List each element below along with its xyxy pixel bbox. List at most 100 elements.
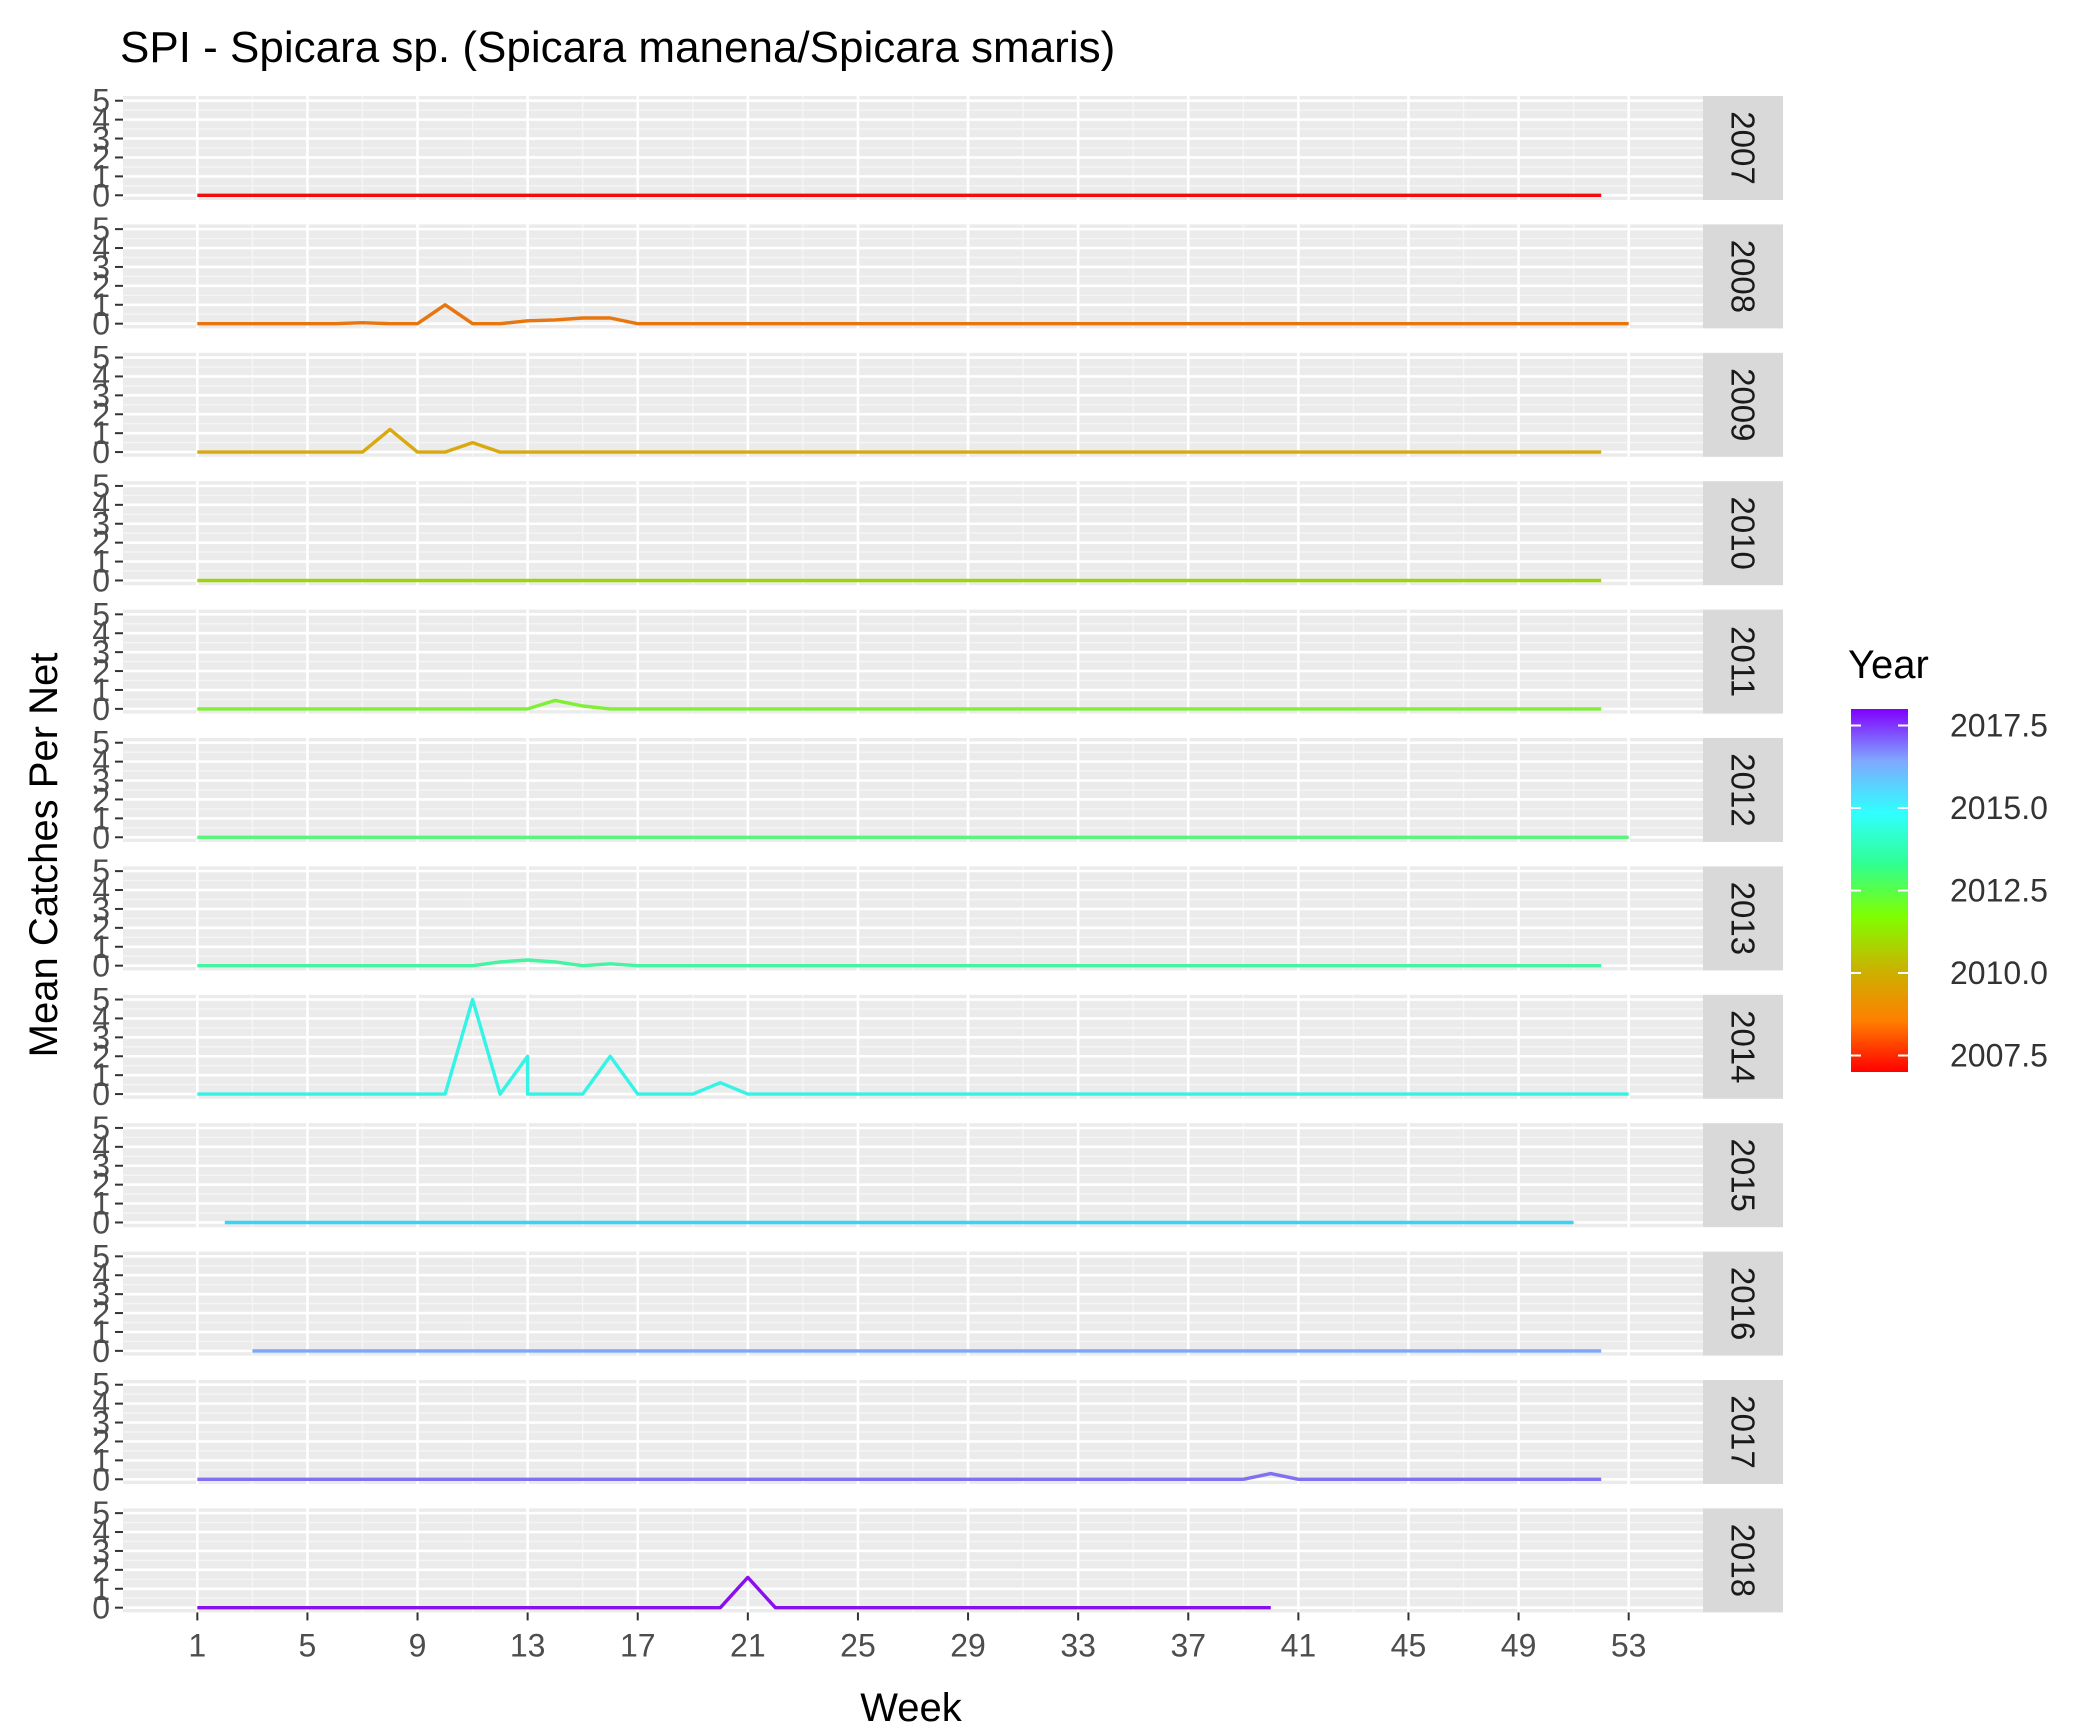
facet-strip	[1703, 224, 1783, 329]
facet-strip	[1703, 352, 1783, 457]
y-tick-label: 0	[92, 691, 110, 727]
facet-strip	[1703, 866, 1783, 971]
y-tick-label: 3	[92, 891, 110, 927]
y-tick-label: 4	[92, 744, 110, 780]
y-tick-label: 5	[92, 982, 110, 1018]
y-tick-label: 3	[92, 249, 110, 285]
y-tick-label: 4	[92, 615, 110, 651]
legend-tick-label: 2007.5	[1950, 1038, 2048, 1074]
facet-strip-label: 2007	[1725, 111, 1762, 184]
facet-strip	[1703, 1380, 1783, 1484]
y-tick-label: 0	[92, 562, 110, 598]
y-tick-label: 5	[92, 468, 110, 504]
x-tick-label: 33	[1060, 1627, 1096, 1663]
facet-strip	[1703, 481, 1783, 586]
series-line-2014	[197, 997, 1629, 1096]
legend-title: Year	[1848, 643, 1929, 687]
y-tick-label: 1	[92, 929, 110, 965]
y-tick-label: 4	[92, 872, 110, 908]
x-tick-label: 41	[1281, 1627, 1317, 1663]
x-tick-label: 45	[1391, 1627, 1427, 1663]
y-tick-label: 0	[92, 1333, 110, 1369]
y-tick-label: 2	[92, 268, 110, 304]
series-line-2017	[197, 1471, 1602, 1482]
y-tick-label: 3	[92, 1148, 110, 1184]
y-tick-label: 5	[92, 596, 110, 632]
facet-strip	[1703, 1508, 1783, 1613]
y-tick-label: 0	[92, 819, 110, 855]
y-tick-label: 4	[92, 1257, 110, 1293]
legend-tick-label: 2012.5	[1950, 873, 2048, 909]
facet-strip-label: 2018	[1725, 1524, 1762, 1597]
y-tick-label: 2	[92, 1295, 110, 1331]
x-tick-label: 9	[409, 1627, 427, 1663]
x-tick-label: 29	[950, 1627, 986, 1663]
y-tick-label: 4	[92, 487, 110, 523]
facet-strip-label: 2011	[1725, 626, 1762, 697]
x-tick-label: 1	[188, 1627, 206, 1663]
y-tick-label: 0	[92, 434, 110, 470]
y-tick-label: 3	[92, 1533, 110, 1569]
facet-strip	[1703, 96, 1783, 200]
y-tick-label: 2	[92, 1423, 110, 1459]
y-tick-label: 5	[92, 1238, 110, 1274]
y-tick-label: 2	[92, 1167, 110, 1203]
y-tick-label: 5	[92, 340, 110, 376]
series-line-2009	[197, 427, 1602, 454]
facet-strip-label: 2010	[1725, 496, 1762, 569]
y-tick-label: 2	[92, 396, 110, 432]
y-tick-label: 5	[92, 211, 110, 247]
y-tick-label: 1	[92, 1442, 110, 1478]
y-tick-label: 4	[92, 102, 110, 138]
series-line-2018	[197, 1575, 1271, 1610]
facet-strip-label: 2013	[1725, 882, 1762, 955]
y-tick-label: 0	[92, 177, 110, 213]
y-tick-label: 3	[92, 121, 110, 157]
facet-strip-label: 2015	[1725, 1138, 1762, 1211]
y-tick-label: 5	[92, 1367, 110, 1403]
facet-strip-label: 2017	[1725, 1395, 1762, 1468]
x-tick-label: 13	[510, 1627, 546, 1663]
y-tick-label: 1	[92, 1571, 110, 1607]
y-tick-label: 2	[92, 781, 110, 817]
legend-ticks: 2017.5 2015.0 2012.5 2010.0 2007.5	[1851, 708, 2048, 1074]
y-tick-label: 2	[92, 1038, 110, 1074]
y-tick-label: 1	[92, 672, 110, 708]
facet-strip	[1703, 1251, 1783, 1356]
facet-strip-label: 2014	[1725, 1010, 1762, 1083]
y-tick-label: 1	[92, 1057, 110, 1093]
y-tick-label: 0	[92, 1076, 110, 1112]
y-tick-label: 3	[92, 506, 110, 542]
y-tick-label: 0	[92, 1204, 110, 1240]
y-tick-label: 4	[92, 358, 110, 394]
x-tick-label: 21	[730, 1627, 766, 1663]
chart-title: SPI - Spicara sp. (Spicara manena/Spicar…	[120, 23, 1115, 72]
y-tick-label: 0	[92, 948, 110, 984]
y-tick-label: 0	[92, 1461, 110, 1497]
legend: Year 2017.5 2015.0 2012.5 2010.0 2007.5	[1848, 643, 2048, 1074]
x-tick-label: 5	[299, 1627, 317, 1663]
facet-strip	[1703, 1123, 1783, 1228]
x-tick-label: 49	[1501, 1627, 1537, 1663]
y-tick-label: 3	[92, 1405, 110, 1441]
y-tick-label: 3	[92, 1276, 110, 1312]
series-line-2011	[197, 698, 1602, 711]
y-tick-label: 5	[92, 1110, 110, 1146]
legend-tick-label: 2015.0	[1950, 790, 2048, 826]
y-tick-label: 3	[92, 377, 110, 413]
facet-strip	[1703, 738, 1783, 842]
legend-tick-label: 2010.0	[1950, 955, 2048, 991]
y-tick-label: 1	[92, 800, 110, 836]
y-tick-label: 4	[92, 1000, 110, 1036]
y-tick-label: 1	[92, 415, 110, 451]
x-tick-label: 53	[1611, 1627, 1647, 1663]
